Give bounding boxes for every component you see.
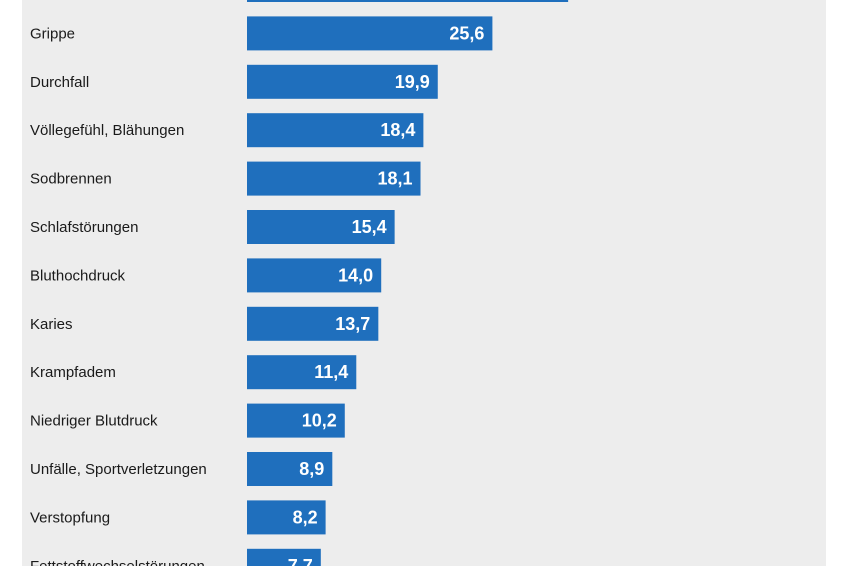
bar-durchfall xyxy=(247,64,438,99)
bar-grippe xyxy=(247,16,493,51)
value-label-niedriger-blutdruck: 10,2 xyxy=(302,411,337,431)
value-label-schlafstoerungen: 15,4 xyxy=(352,217,387,237)
bar-unfaelle-sportverletzungen xyxy=(247,452,333,486)
category-label-sodbrennen: Sodbrennen xyxy=(30,171,112,188)
value-label-karies: 13,7 xyxy=(335,314,370,334)
category-label-bluthochdruck: Bluthochdruck xyxy=(30,267,126,284)
bar-voellegefuehl-blaehungen xyxy=(247,113,424,148)
value-label-unfaelle-sportverletzungen: 8,9 xyxy=(299,459,324,479)
bar-bluthochdruck xyxy=(247,258,382,293)
bar-schlafstoerungen xyxy=(247,210,395,244)
bar-fettstoffwechselstoerungen xyxy=(247,548,321,566)
category-label-karies: Karies xyxy=(30,316,73,333)
category-label-grippe: Grippe xyxy=(30,25,75,42)
category-label-durchfall: Durchfall xyxy=(30,74,89,91)
category-label-verstopfung: Verstopfung xyxy=(30,509,110,526)
value-label-krampfadem: 11,4 xyxy=(314,362,348,382)
value-label-voellegefuehl-blaehungen: 18,4 xyxy=(380,120,415,140)
bar-verstopfung xyxy=(247,500,326,535)
category-label-unfaelle-sportverletzungen: Unfälle, Sportverletzungen xyxy=(30,461,207,478)
bar-krampfadem xyxy=(247,355,357,390)
bar-karies xyxy=(247,306,379,341)
bar-sodbrennen xyxy=(247,161,421,196)
category-label-krampfadem: Krampfadem xyxy=(30,364,116,381)
value-label-verstopfung: 8,2 xyxy=(293,507,318,527)
category-label-niedriger-blutdruck: Niedriger Blutdruck xyxy=(30,413,158,430)
category-label-fettstoffwechselstoerungen: Fettstoffwechselstörungen xyxy=(30,558,205,566)
bar-top-row xyxy=(247,0,569,2)
category-label-schlafstoerungen: Schlafstörungen xyxy=(30,219,138,236)
value-label-grippe: 25,6 xyxy=(449,23,484,43)
value-label-fettstoffwechselstoerungen: 7,7 xyxy=(288,556,313,566)
category-label-voellegefuehl-blaehungen: Völlegefühl, Blähungen xyxy=(30,122,184,139)
value-label-bluthochdruck: 14,0 xyxy=(338,265,373,285)
bar-niedriger-blutdruck xyxy=(247,403,345,438)
value-label-sodbrennen: 18,1 xyxy=(377,169,412,189)
value-label-durchfall: 19,9 xyxy=(395,72,430,92)
